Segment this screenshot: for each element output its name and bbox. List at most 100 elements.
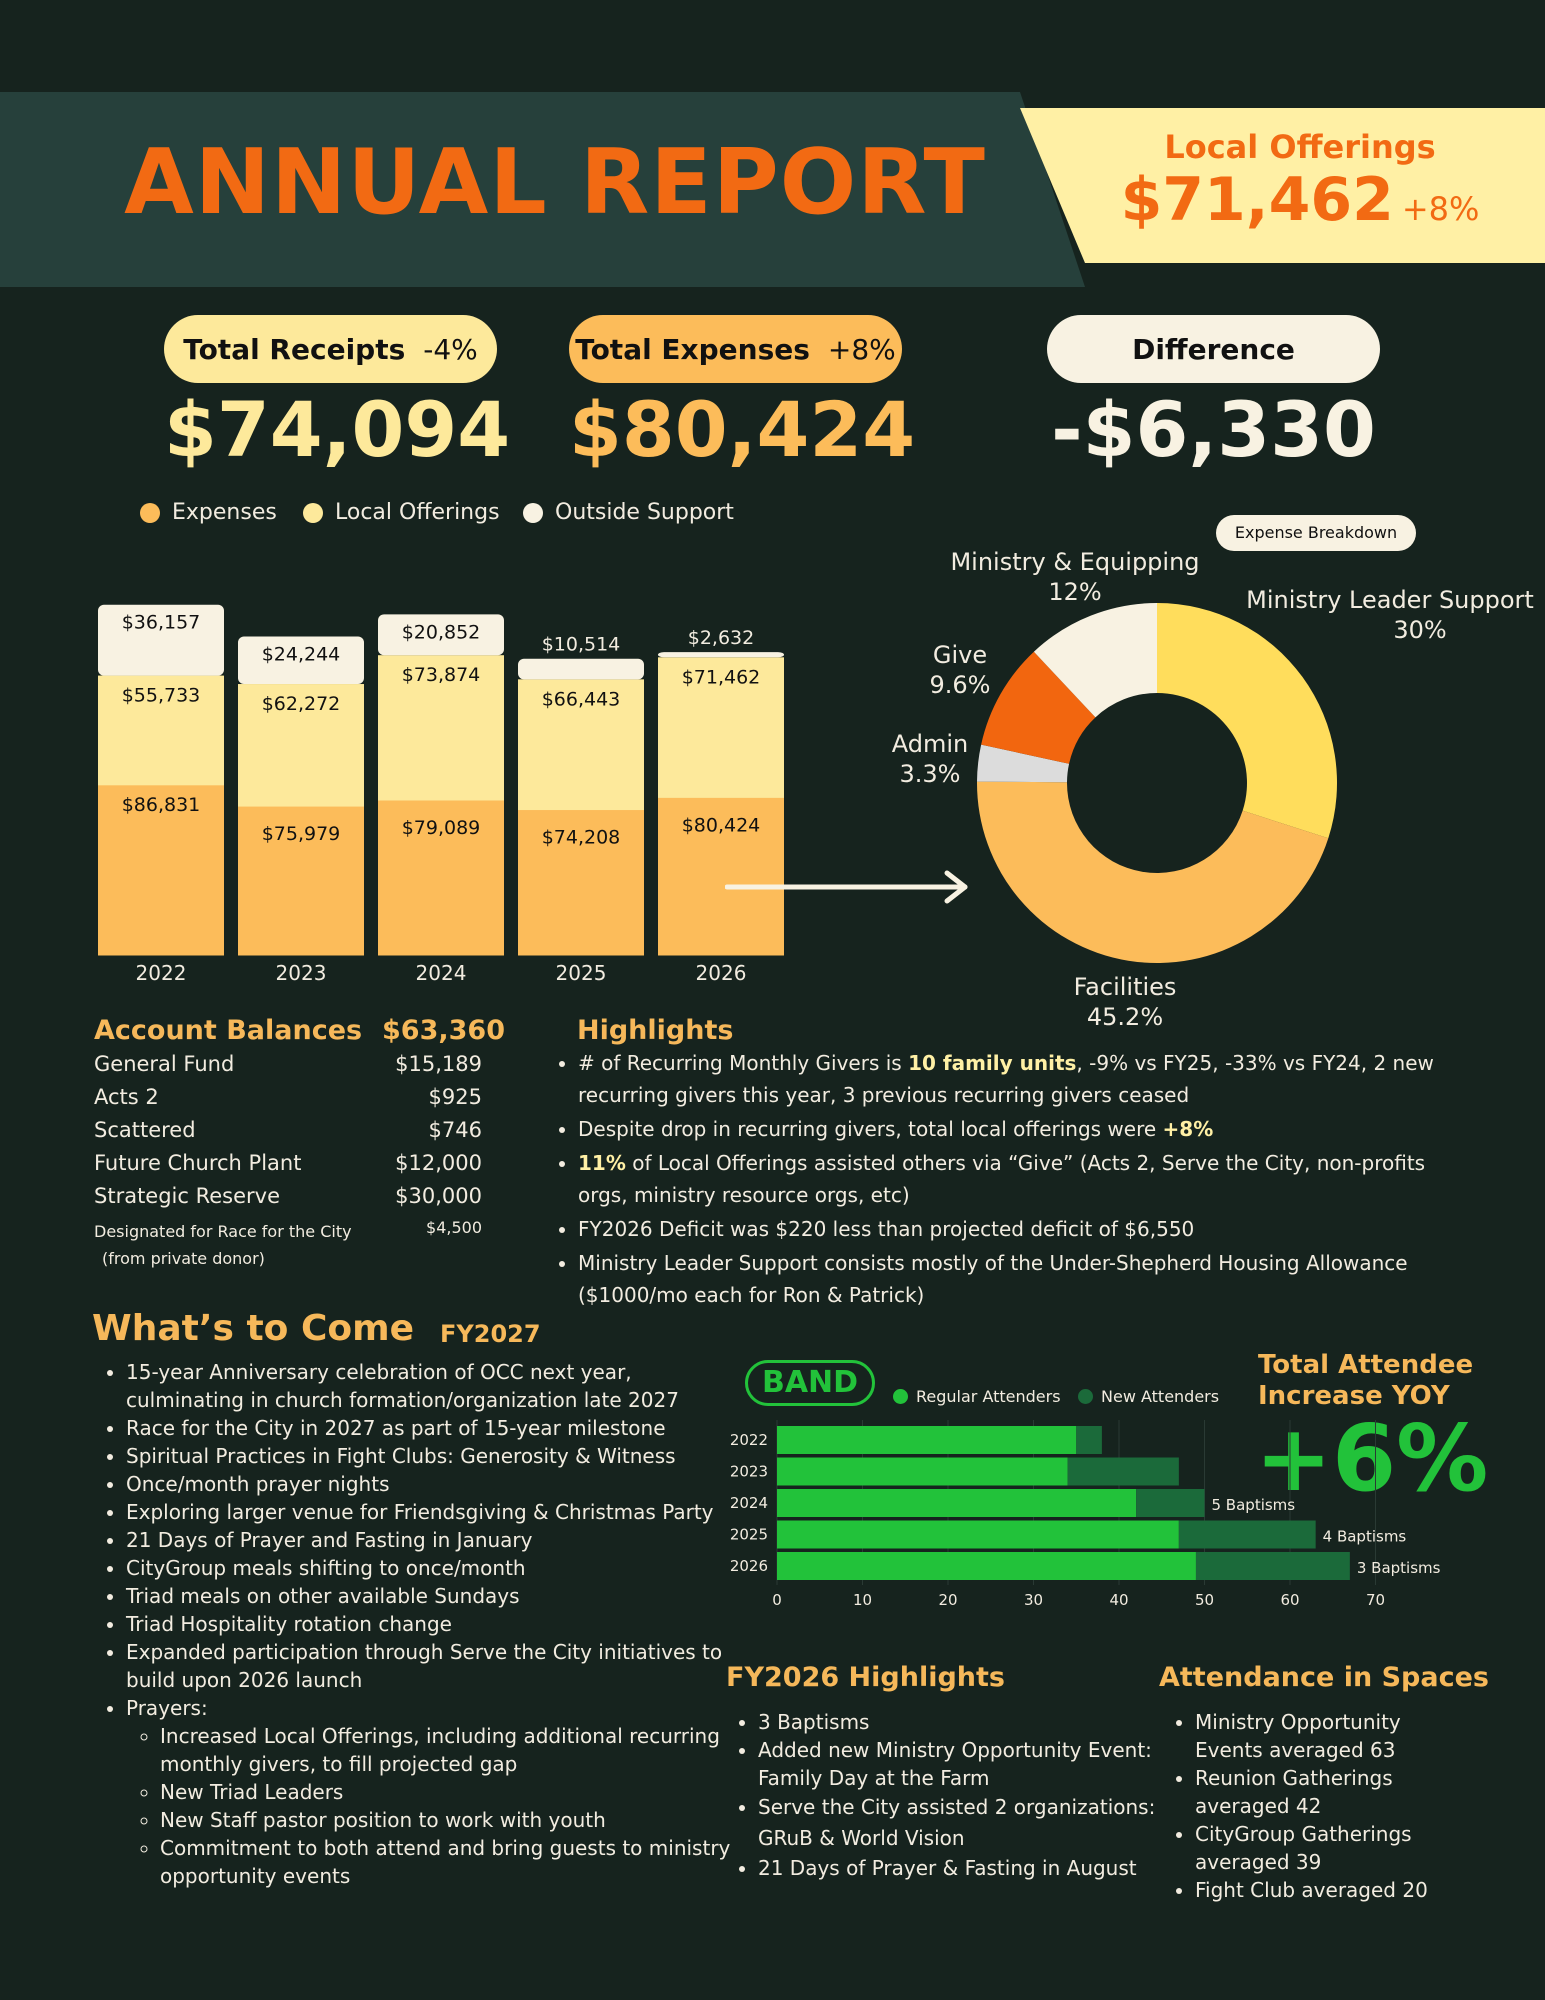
attendance-bar [1136,1489,1205,1517]
slice-percent: 3.3% [900,760,961,788]
donut-slice [1033,603,1157,718]
local-offerings-box [1020,108,1545,263]
legend-outside-support: Outside Support [523,500,734,525]
baptisms-annotation: 5 Baptisms [1212,1496,1296,1514]
list-item: New Triad Leaders [160,1778,751,1806]
x-tick-label: 2023 [276,961,327,985]
legend-regular-attenders: Regular Attenders [893,1387,1061,1406]
bar-segment [238,636,364,685]
list-item: Added new Ministry Opportunity Event: Fa… [758,1736,1208,1792]
bar-value-label: $86,831 [122,794,201,816]
attendance-bar [1178,1520,1316,1549]
highlight-text: of Local Offerings assisted others via “… [578,1151,1426,1207]
legend-outside-support-swatch [523,502,543,523]
page-title: ANNUAL REPORT [124,130,986,235]
total-expenses-pill: Total Expenses +8% [569,315,902,383]
balance-name: Strategic Reserve [94,1184,281,1208]
attendee-increase-label: Total Attendee Increase YOY [1258,1350,1473,1412]
whats-to-come-list: 15-year Anniversary celebration of OCC n… [94,1358,751,1890]
arrow-right-icon [725,870,968,904]
total-expenses-label: Total Expenses [575,332,810,366]
whats-to-come-title: What’s to Come [92,1308,415,1349]
legend-regular-swatch [893,1389,908,1404]
legend-expenses: Expenses [140,500,277,525]
bar-value-label: $66,443 [542,688,621,710]
expense-breakdown-title: Expense Breakdown [1216,515,1416,551]
difference-label: Difference [1132,332,1295,366]
bar-segment [98,784,224,956]
bar-segment [98,675,224,786]
bar-value-label: $2,632 [688,627,754,649]
local-offerings-label: Local Offerings [1164,128,1436,166]
total-receipts-label: Total Receipts [183,332,406,366]
balance-value: $15,189 [395,1052,482,1076]
donut-slice [981,651,1096,764]
prayers-label: Prayers: [126,1696,208,1720]
x-tick-label: 0 [772,1591,782,1609]
attendee-increase-line2: Increase YOY [1258,1381,1450,1411]
legend-outside-support-label: Outside Support [555,500,734,525]
baptisms-annotation: 3 Baptisms [1357,1559,1441,1577]
local-offerings-value-row: $71,462 +8% [1070,165,1530,235]
fy2026-highlights-title: FY2026 Highlights [726,1662,1005,1693]
balance-value: $30,000 [395,1184,482,1208]
x-tick-label: 2022 [136,961,187,985]
bar-value-label: $24,244 [262,644,341,666]
bar-segment [238,684,364,807]
list-item: Ministry Opportunity Events averaged 63 [1195,1708,1455,1764]
list-item: Triad Hospitality rotation change [126,1610,751,1638]
difference-value: -$6,330 [1051,385,1376,474]
list-item: Increased Local Offerings, including add… [160,1722,751,1778]
bar-segment [378,655,504,801]
legend-new-attenders: New Attenders [1078,1387,1219,1406]
bar-segment [378,614,504,656]
designated-line2: (from private donor) [102,1249,265,1268]
list-item: Reunion Gatherings averaged 42 [1195,1764,1455,1820]
y-tick-label: 2026 [730,1557,768,1575]
local-offerings-value: $71,462 [1120,165,1394,235]
attendee-increase-value: +6% [1255,1405,1489,1512]
slice-label: Ministry & Equipping [950,548,1199,576]
header-banner [0,92,1085,287]
slice-percent: 12% [1048,578,1101,606]
list-item: FY2026 Deficit was $220 less than projec… [578,1213,1478,1245]
total-expenses-value: $80,424 [569,385,916,474]
legend-local-offerings-label: Local Offerings [335,500,500,525]
baptisms-annotation: 4 Baptisms [1323,1528,1407,1546]
list-item: CityGroup meals shifting to once/month [126,1554,751,1582]
local-offerings-change: +8% [1401,190,1480,228]
list-item: Exploring larger venue for Friendsgiving… [126,1498,751,1526]
attendance-bar [777,1552,1196,1580]
list-item: New Staff pastor position to work with y… [160,1806,751,1834]
x-tick-label: 50 [1195,1591,1214,1609]
highlight-text: # of Recurring Monthly Givers is [578,1051,909,1075]
slice-label: Admin [892,730,969,758]
bar-value-label: $74,208 [542,827,621,849]
list-item: 21 Days of Prayer & Fasting in August [758,1854,1208,1882]
x-tick-label: 2024 [416,961,467,985]
slice-label: Facilities [1074,973,1177,1001]
attendance-bar-chart: 0 10 20 30 40 50 60 70 2022 2023 2024 5 Baptisms 202… [730,1420,1441,1609]
account-balances-total: $63,360 [382,1015,505,1046]
list-item: Despite drop in recurring givers, total … [578,1113,1478,1145]
highlights-list: # of Recurring Monthly Givers is 10 fami… [556,1047,1478,1313]
bar-value-label: $73,874 [402,664,481,686]
highlight-text: Despite drop in recurring givers, total … [578,1117,1163,1141]
slice-label: Give [933,641,987,669]
list-item: Fight Club averaged 20 [1195,1876,1455,1904]
attendance-bar [1076,1426,1102,1454]
balance-name: Future Church Plant [94,1151,302,1175]
list-item: 3 Baptisms [758,1708,1208,1736]
balance-name: General Fund [94,1052,235,1076]
list-item: Expanded participation through Serve the… [126,1638,751,1694]
slice-percent: 9.6% [930,671,991,699]
attendance-bar [777,1489,1137,1517]
highlight-emphasis: 10 family units [908,1051,1077,1075]
x-tick-label: 60 [1280,1591,1299,1609]
list-item: CityGroup Gatherings averaged 39 [1195,1820,1455,1876]
bar-value-label: $80,424 [682,814,761,836]
legend-expenses-swatch [140,502,160,523]
attendance-bar [777,1457,1068,1486]
balance-value: $925 [428,1085,482,1109]
